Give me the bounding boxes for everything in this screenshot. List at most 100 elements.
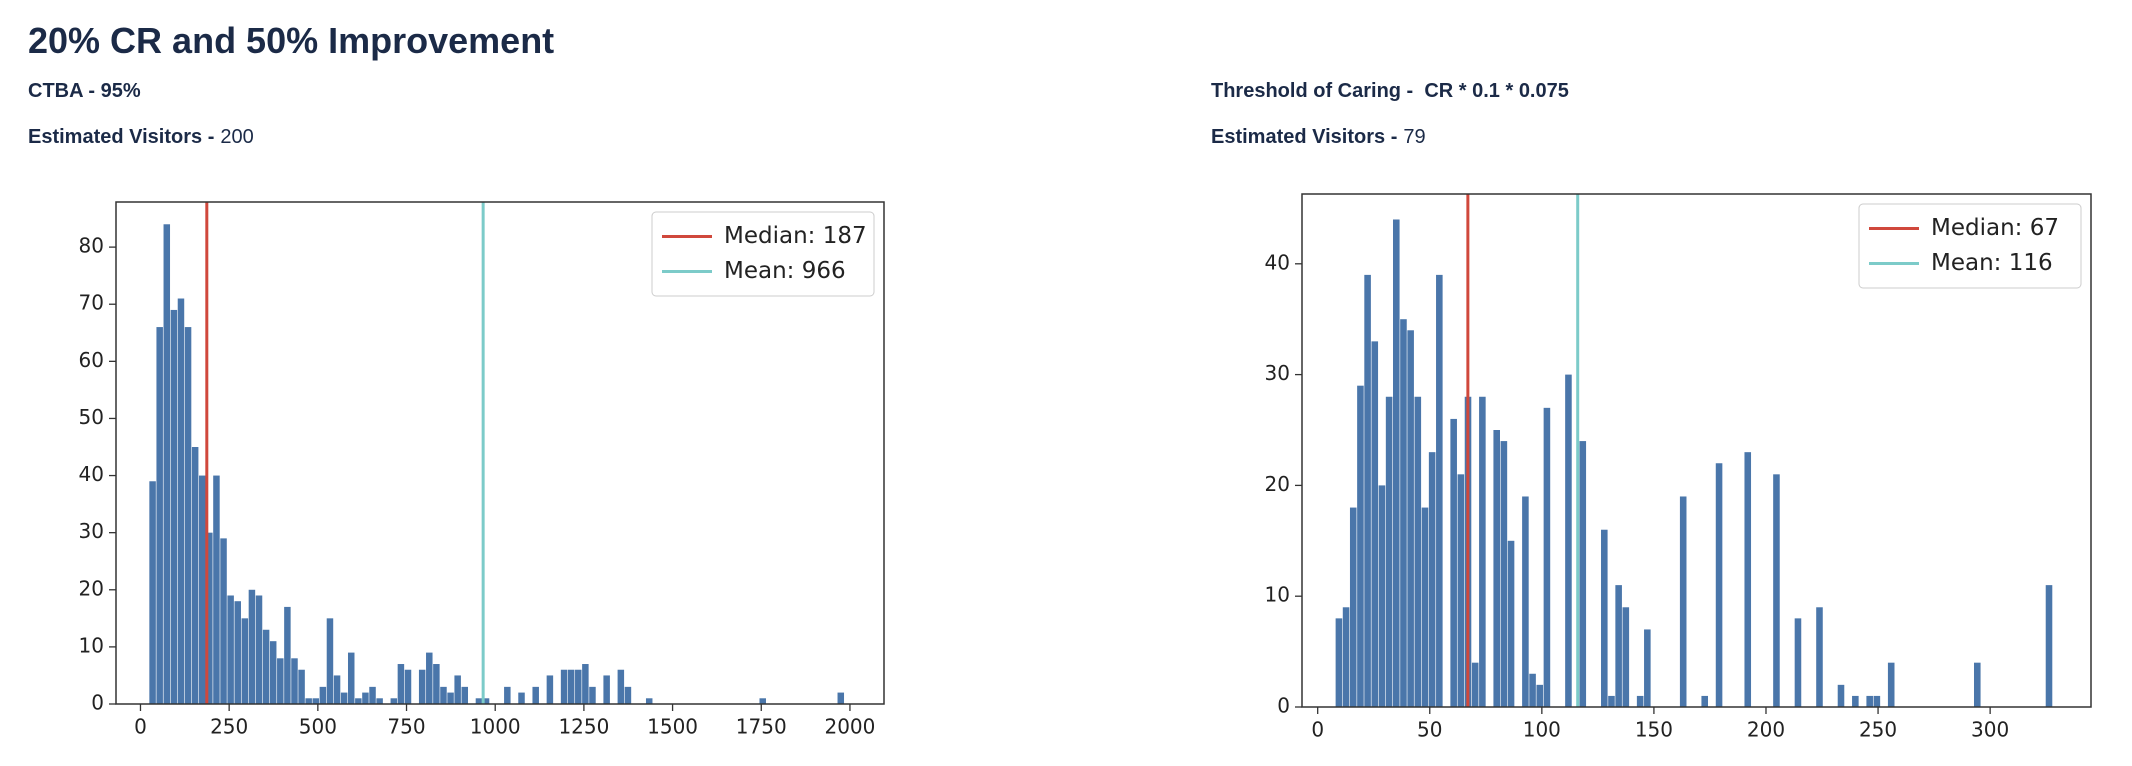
bar [284,606,291,704]
visitors-value: 200 [220,126,254,148]
bar [362,692,369,704]
page-title: 20% CR and 50% Improvement [28,20,555,61]
bar [1887,662,1895,707]
bar [575,669,582,704]
bar [1615,585,1622,707]
threshold: Threshold of Caring - CR * 0.1 * 0.075 [1211,80,1569,102]
bar [418,669,426,704]
bar [426,652,433,704]
visitors-value: 79 [1403,126,1426,148]
bar [255,595,263,704]
y-tick-label: 10 [1265,583,1290,607]
x-tick-label: 200 [1747,718,1785,742]
bar [305,698,312,704]
bar [156,327,163,704]
bar [369,686,376,704]
bar [340,692,348,704]
bar [1866,695,1873,707]
bar [1436,274,1443,707]
legend-text: Median: 67 [1931,215,2059,241]
bar [277,658,284,704]
x-tick-label: 500 [299,715,337,739]
bar [170,309,178,704]
bar [645,698,653,704]
bar [191,447,199,704]
bar [333,675,341,704]
bar [461,686,469,704]
bar [1364,274,1371,707]
bar [1679,496,1687,707]
bar [1335,618,1343,707]
bar [1522,496,1529,707]
bar [234,601,241,704]
x-tick-label: 150 [1635,718,1673,742]
bar [1715,463,1723,707]
bar [560,669,568,704]
bar [163,224,171,704]
bar [1450,418,1457,707]
bar [532,686,539,704]
bar [1349,507,1357,707]
bar [319,686,327,704]
plot-frame [115,201,885,705]
bar [390,698,398,704]
bar [440,686,447,704]
y-tick-label: 50 [79,405,104,429]
y-tick-label: 30 [1265,361,1290,385]
bar [241,618,249,704]
bar [1407,330,1414,707]
legend-text: Median: 187 [724,223,867,249]
bar [1579,441,1587,707]
bar [1357,385,1364,707]
bar [617,669,625,704]
bar [1773,474,1780,707]
bar [546,675,554,704]
legend-box [1858,203,2082,289]
bar [298,669,305,704]
y-tick-label: 40 [79,462,104,486]
x-tick-label: 1250 [558,715,609,739]
x-tick-label: 250 [210,715,248,739]
bar [291,658,298,704]
bar [1371,341,1379,707]
bar [248,589,256,704]
visitors-label: Estimated Visitors - [28,126,215,148]
bar [1400,319,1407,707]
bar [326,618,334,704]
bar [149,481,156,704]
bar [1500,441,1508,707]
bar [1794,618,1802,707]
visitors-row: Estimated Visitors -200 [28,126,254,149]
x-tick-label: 100 [1523,718,1561,742]
bar [1471,662,1479,707]
bar [206,532,213,704]
x-tick-label: 250 [1859,718,1897,742]
bar [2045,585,2053,707]
bar [355,698,362,704]
bar [1973,662,1981,707]
bar [447,692,454,704]
bar [404,669,412,704]
bar [1601,529,1608,707]
bar [1342,607,1350,707]
x-tick-label: 1750 [736,715,787,739]
bar [1644,629,1651,707]
y-tick-label: 70 [79,291,104,315]
bar [269,641,277,704]
bar [1744,452,1752,707]
bar [759,698,766,704]
bar [454,675,461,704]
bar [1622,607,1630,707]
bar [1457,474,1465,707]
bar [1479,396,1486,707]
y-tick-label: 0 [1277,694,1290,718]
y-tick-label: 30 [79,519,104,543]
bar [433,664,440,704]
bar [1816,607,1823,707]
bar [376,698,383,704]
y-tick-label: 20 [79,576,104,600]
bar [589,686,596,704]
bar [184,327,192,704]
